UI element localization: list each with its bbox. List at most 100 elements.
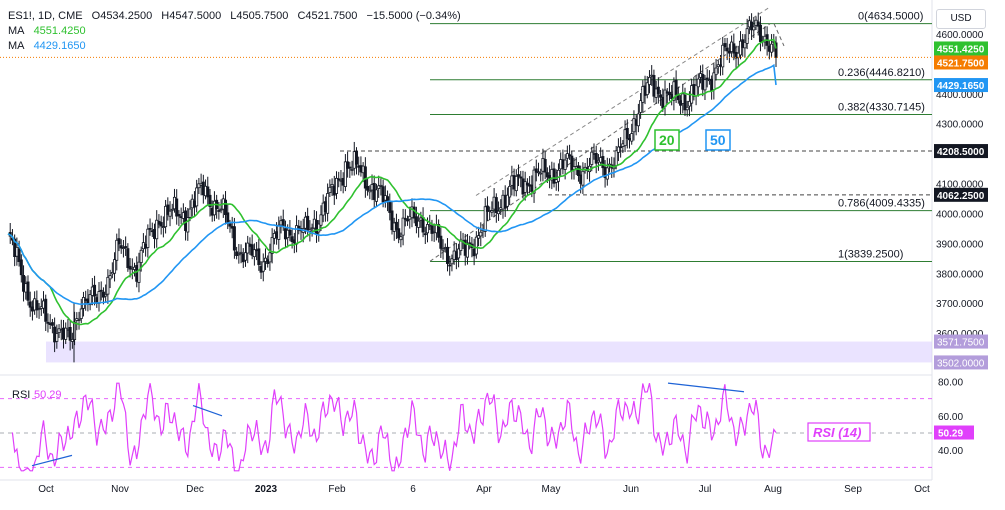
candle-body [115, 239, 119, 261]
candle-body [217, 210, 221, 212]
candle-body [50, 322, 54, 326]
candle-body [619, 146, 623, 149]
candle-body [139, 249, 143, 263]
chart-legend: ES1!, 1D, CME O4534.2500 H4547.5000 L450… [8, 9, 467, 23]
legend-open: O4534.2500 [91, 10, 153, 22]
rsi-y-tick-label: 80.00 [938, 377, 963, 388]
candle-body [770, 43, 774, 53]
candle-body [104, 294, 108, 297]
rsi-y-tick-label: 60.00 [938, 412, 963, 423]
candle-body [397, 228, 401, 239]
candle-body [568, 154, 572, 157]
candle-body [459, 240, 463, 251]
candle-body [616, 146, 620, 153]
candle-body [581, 170, 585, 186]
candle-body [705, 77, 709, 80]
candle-body [79, 308, 83, 319]
currency-button[interactable]: USD [936, 9, 986, 29]
x-tick-label: Aug [764, 484, 782, 495]
candle-body [177, 214, 181, 217]
rsi-value-label: 50.29 [34, 389, 62, 401]
level-tag [934, 144, 988, 159]
candle-body [366, 185, 370, 191]
candle-body [636, 113, 640, 127]
legend-low: L4505.7500 [230, 10, 289, 22]
candle-body [479, 231, 483, 237]
candle-body [590, 151, 594, 165]
candle-body [450, 258, 454, 265]
candle-body [73, 321, 77, 341]
x-tick-label: Jun [623, 484, 639, 495]
candle-body [35, 300, 39, 311]
candle-body [630, 133, 634, 142]
candle-body [77, 318, 81, 321]
candle-body [594, 153, 598, 164]
candle-body [106, 276, 110, 295]
candle-body [368, 189, 372, 193]
candle-body [423, 233, 427, 236]
candle-body [97, 291, 101, 304]
candle-body [99, 289, 103, 292]
candle-body [288, 229, 292, 236]
candle-body [477, 235, 481, 239]
candle-body [290, 236, 294, 242]
candle-body [117, 238, 121, 245]
candle-body [113, 259, 117, 274]
candle-body [576, 165, 580, 176]
candle-body [774, 42, 778, 58]
y-tick-label: 4400.0000 [936, 90, 984, 101]
candle-body [703, 79, 707, 91]
candle-body [186, 217, 190, 233]
legend-ma20-label: MA [8, 25, 25, 37]
candle-body [128, 265, 132, 270]
y-tick-label: 4300.0000 [936, 120, 984, 131]
candle-body [445, 246, 449, 264]
price-tag-label: 4551.4250 [937, 44, 985, 55]
candle-body [394, 221, 398, 230]
candle-body [426, 224, 430, 234]
candle-body [252, 249, 256, 258]
candle-body [28, 301, 32, 308]
candle-body [563, 159, 567, 170]
candle-body [224, 199, 228, 215]
candle-body [88, 294, 92, 306]
level-tag-label: 4208.5000 [937, 147, 985, 158]
x-tick-label: Dec [186, 484, 204, 495]
candle-body [350, 168, 354, 171]
candle-body [656, 86, 660, 94]
x-tick-label: 6 [410, 484, 416, 495]
support-zone [46, 341, 932, 363]
candle-body [239, 251, 243, 254]
x-tick-label: Jul [699, 484, 712, 495]
y-tick-label: 3800.0000 [936, 269, 984, 280]
candle-body [121, 247, 125, 249]
zone-tag [934, 355, 988, 370]
candle-body [652, 75, 656, 97]
candle-body [164, 205, 168, 228]
candle-body [474, 236, 478, 255]
candle-body [246, 242, 250, 254]
legend-ma50-value: 4429.1650 [33, 40, 86, 52]
candle-body [505, 194, 509, 207]
candle-body [155, 219, 159, 240]
candle-body [374, 189, 378, 202]
candle-body [170, 208, 174, 211]
candle-body [44, 298, 48, 322]
rsi-value-tag-label: 50.29 [938, 429, 963, 440]
candle-body [208, 194, 212, 207]
fib-level-label: 1(3839.2500) [838, 249, 903, 261]
candle-body [687, 100, 691, 107]
candle-body [326, 193, 330, 214]
candle-body [605, 167, 609, 180]
candle-body [490, 210, 494, 213]
candle-body [552, 168, 556, 184]
candle-body [645, 82, 649, 96]
candle-body [519, 176, 523, 179]
candle-body [168, 210, 172, 217]
ma20-annotation: 20 [659, 132, 675, 148]
candle-body [348, 166, 352, 169]
x-tick-label: Oct [914, 484, 930, 495]
channel-line-lower [429, 23, 771, 262]
fib-level-label: 0(4634.5000) [858, 11, 923, 23]
